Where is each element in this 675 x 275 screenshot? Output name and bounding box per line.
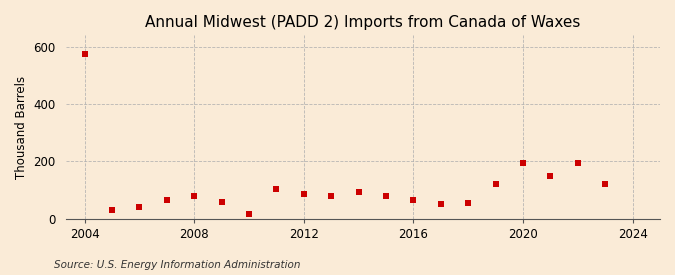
Point — [572, 161, 583, 165]
Point — [408, 198, 419, 202]
Point — [518, 161, 529, 165]
Point — [161, 198, 172, 202]
Point — [600, 182, 611, 186]
Point — [79, 52, 90, 56]
Point — [353, 189, 364, 194]
Point — [134, 205, 145, 210]
Point — [490, 182, 501, 186]
Point — [189, 194, 200, 198]
Point — [326, 194, 337, 198]
Point — [244, 212, 254, 217]
Point — [271, 186, 282, 191]
Point — [545, 174, 556, 178]
Point — [107, 208, 117, 212]
Point — [381, 194, 392, 198]
Point — [435, 202, 446, 207]
Point — [298, 192, 309, 197]
Point — [463, 201, 474, 205]
Point — [52, 126, 63, 131]
Y-axis label: Thousand Barrels: Thousand Barrels — [15, 75, 28, 178]
Text: Source: U.S. Energy Information Administration: Source: U.S. Energy Information Administ… — [54, 260, 300, 270]
Title: Annual Midwest (PADD 2) Imports from Canada of Waxes: Annual Midwest (PADD 2) Imports from Can… — [145, 15, 580, 30]
Point — [216, 199, 227, 204]
